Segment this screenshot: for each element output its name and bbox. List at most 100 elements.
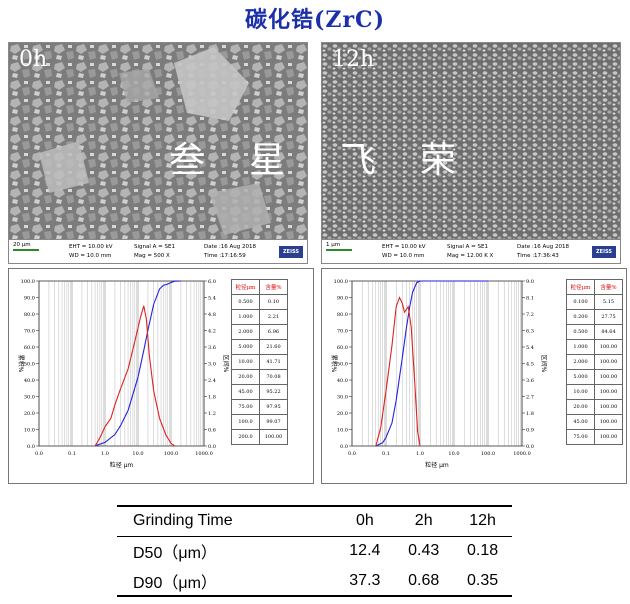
y2-tick-label: 2.7 — [526, 395, 534, 401]
psd-table-row: 75.00 97.95 — [231, 399, 288, 415]
x-tick-label: 10.0 — [132, 451, 143, 457]
psd-table-cell: 10.00 — [231, 354, 260, 370]
y2-tick-label: 4.2 — [208, 329, 216, 335]
psd-table-cell: 100.00 — [259, 429, 288, 445]
y-tick-label: 80.0 — [337, 312, 348, 318]
psd-table-row: 0.200 27.75 — [566, 309, 623, 325]
y2-axis-label: 区间% — [222, 355, 230, 373]
psd-table-cell: 100.00 — [594, 429, 623, 445]
sem-image-12h: 12h 飞 荣 1 µm EHT = 10.00 kV WD = 10.0 mm… — [321, 42, 621, 264]
plot-frame — [351, 280, 523, 447]
results-header: 2h — [394, 505, 454, 537]
psd-table-cell: 100.00 — [594, 399, 623, 415]
psd-plot: 0.0 10.0 20.0 30.0 40.0 50.0 60.0 70.0 80.0 90.0 1… — [330, 279, 548, 469]
psd-table-cell: 1.000 — [231, 309, 260, 325]
psd-table-cell: 100.00 — [594, 339, 623, 355]
y-tick-label: 40.0 — [24, 378, 35, 384]
y2-tick-label: 0.6 — [208, 428, 216, 434]
zeiss-logo: ZEISS — [279, 246, 303, 258]
y-tick-label: 90.0 — [337, 296, 348, 302]
y-tick-label: 100.0 — [21, 279, 35, 285]
scale-bar — [13, 249, 39, 251]
psd-table-cell: 0.500 — [566, 324, 595, 340]
psd-table-cell: 75.00 — [231, 399, 260, 415]
psd-table-cell: 0.200 — [566, 309, 595, 325]
x-tick-label: 100.0 — [481, 451, 495, 457]
sem-info-bar: 1 µm EHT = 10.00 kV WD = 10.0 mm Signal … — [322, 239, 620, 263]
psd-table-row: 2.000 6.96 — [231, 324, 288, 340]
y-tick-label: 10.0 — [337, 428, 348, 434]
psd-table: 粒径μm 含量% 0.100 5.15 0.200 27.75 0.500 84.64 1.00… — [566, 279, 623, 445]
psd-table-cell: 45.00 — [231, 384, 260, 400]
y-tick-label: 100.0 — [334, 279, 348, 285]
psd-table-row: 1.000 100.00 — [566, 339, 623, 355]
psd-chart-12h: 0.0 10.0 20.0 30.0 40.0 50.0 60.0 70.0 80.0 90.0 1… — [321, 268, 627, 484]
psd-table-row: 2.000 100.00 — [566, 354, 623, 370]
scale-bar — [326, 249, 352, 251]
psd-table-row: 5.000 21.60 — [231, 339, 288, 355]
psd-table-cell: 6.96 — [259, 324, 288, 340]
y-tick-label: 30.0 — [24, 395, 35, 401]
x-tick-label: 0.1 — [382, 451, 390, 457]
date-label: Date :16 Aug 2018 — [517, 244, 569, 250]
sem-time-label: 12h — [332, 47, 375, 72]
psd-table-cell: 0.10 — [259, 294, 288, 310]
y2-tick-label: 5.4 — [526, 345, 534, 351]
y2-tick-label: 0.9 — [526, 428, 534, 434]
y2-tick-label: 0.0 — [526, 444, 534, 450]
results-row: D50（μm） 12.4 0.43 0.18 — [117, 536, 512, 566]
y-tick-label: 90.0 — [24, 296, 35, 302]
scale-label: 1 µm — [326, 242, 341, 248]
psd-table-cell: 20.00 — [231, 369, 260, 385]
psd-table-cell: 10.00 — [566, 384, 595, 400]
results-cell: 0.43 — [408, 542, 440, 560]
psd-table-cell: 70.08 — [259, 369, 288, 385]
y-tick-label: 20.0 — [24, 411, 35, 417]
psd-table-row: 45.00 95.22 — [231, 384, 288, 400]
x-tick-label: 10.0 — [448, 451, 459, 457]
psd-table-row: 20.00 70.08 — [231, 369, 288, 385]
results-cell: 0.35 — [453, 566, 512, 597]
y-tick-label: 60.0 — [24, 345, 35, 351]
signal-label: Signal A = SE1 — [134, 244, 175, 250]
psd-plot: 0.0 10.0 20.0 30.0 40.0 50.0 60.0 70.0 80.0 90.0 1… — [17, 279, 230, 469]
psd-table-cell: 1.000 — [566, 339, 595, 355]
cumulative-series-line — [94, 280, 181, 447]
signal-label: Signal A = SE1 — [447, 244, 488, 250]
psd-table-cell: 100.00 — [594, 384, 623, 400]
interval-series-line — [375, 296, 421, 447]
y2-tick-label: 3.6 — [526, 378, 534, 384]
sem-micrograph-12h — [322, 43, 620, 241]
psd-table-row: 0.100 5.15 — [566, 294, 623, 310]
y-tick-label: 70.0 — [24, 329, 35, 335]
x-tick-label: 1.0 — [416, 451, 424, 457]
psd-table-cell: 21.60 — [259, 339, 288, 355]
page-title: 碳化锆(ZrC) — [245, 7, 385, 33]
psd-table-header: 粒径μm — [566, 279, 595, 295]
psd-table-cell: 41.71 — [259, 354, 288, 370]
results-cell: 12.4 — [349, 542, 381, 560]
x-tick-label: 0.1 — [68, 451, 76, 457]
x-axis-label: 粒径 μm — [110, 461, 134, 469]
sem-info-bar: 20 µm EHT = 10.00 kV WD = 10.0 mm Signal… — [9, 239, 307, 263]
psd-table-cell: 97.95 — [259, 399, 288, 415]
psd-table-row: 0.500 84.64 — [566, 324, 623, 340]
psd-table-row: 45.00 100.00 — [566, 414, 623, 430]
psd-table-cell: 0.100 — [566, 294, 595, 310]
y2-tick-label: 1.8 — [208, 395, 216, 401]
wd-label: WD = 10.0 mm — [382, 253, 425, 259]
results-cell: 0.68 — [394, 566, 454, 597]
results-cell: 37.3 — [335, 566, 395, 597]
results-row: D90（μm） 37.3 0.68 0.35 — [117, 566, 512, 597]
y2-tick-label: 9.0 — [526, 279, 534, 285]
psd-table-cell: 100.00 — [594, 414, 623, 430]
x-tick-label: 1.0 — [101, 451, 109, 457]
y2-tick-label: 4.5 — [526, 362, 534, 368]
plot-frame — [38, 280, 205, 447]
psd-table-row: 100.0 99.07 — [231, 414, 288, 430]
psd-table-cell: 100.00 — [594, 369, 623, 385]
psd-table-cell: 5.000 — [566, 369, 595, 385]
cumulative-series-line — [375, 280, 488, 447]
y-axis-label: 累积% — [17, 355, 25, 373]
y2-tick-label: 6.0 — [208, 279, 216, 285]
